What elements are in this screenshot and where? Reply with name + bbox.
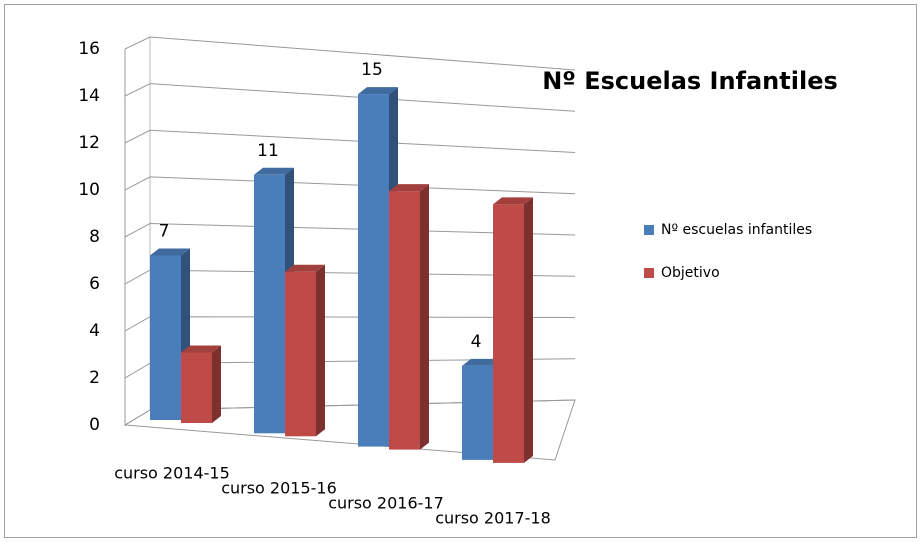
bar-side [420, 184, 429, 450]
bar [493, 204, 524, 463]
bar [150, 255, 181, 420]
value-label: 4 [471, 332, 482, 352]
bar [254, 174, 285, 434]
bar-top [181, 345, 221, 353]
chart-title: Nº Escuelas Infantiles [542, 67, 838, 95]
legend-swatch [644, 268, 654, 278]
bar-top [389, 184, 429, 192]
y-tick-label: 16 [78, 39, 100, 59]
bar-top [254, 167, 294, 175]
grid-line [124, 36, 576, 71]
bar [389, 191, 420, 450]
x-tick-label: curso 2016-17 [328, 494, 444, 513]
y-tick-label: 6 [89, 274, 100, 294]
grid-line [124, 176, 576, 195]
value-label: 11 [257, 141, 279, 161]
y-tick-label: 10 [78, 180, 100, 200]
y-tick-label: 2 [89, 368, 100, 388]
bar-top [285, 264, 325, 272]
y-tick-label: 8 [89, 227, 100, 247]
bar-side [316, 264, 325, 437]
y-tick-label: 0 [89, 415, 100, 435]
grid-line [124, 129, 576, 153]
y-tick-label: 4 [89, 321, 100, 341]
bar-top [462, 358, 502, 366]
bar [358, 94, 389, 447]
x-tick-label: curso 2017-18 [435, 509, 551, 528]
bar [181, 352, 212, 423]
bar [285, 271, 316, 437]
bar [462, 365, 493, 460]
x-tick-label: curso 2014-15 [114, 464, 230, 483]
grid-line [124, 83, 576, 112]
y-tick-label: 12 [78, 133, 100, 153]
bar-top [150, 248, 190, 256]
legend-label: Nº escuelas infantiles [661, 222, 812, 238]
bar-side [524, 197, 533, 463]
x-tick-label: curso 2015-16 [221, 479, 337, 498]
value-label: 7 [159, 222, 170, 242]
y-tick-label: 14 [78, 86, 100, 106]
legend-label: Objetivo [661, 265, 720, 281]
legend-swatch [644, 225, 654, 235]
grid-line [124, 222, 576, 238]
bar-side [212, 345, 221, 423]
value-label: 15 [361, 60, 383, 80]
bar-top [358, 87, 398, 95]
bar-top [493, 197, 533, 205]
